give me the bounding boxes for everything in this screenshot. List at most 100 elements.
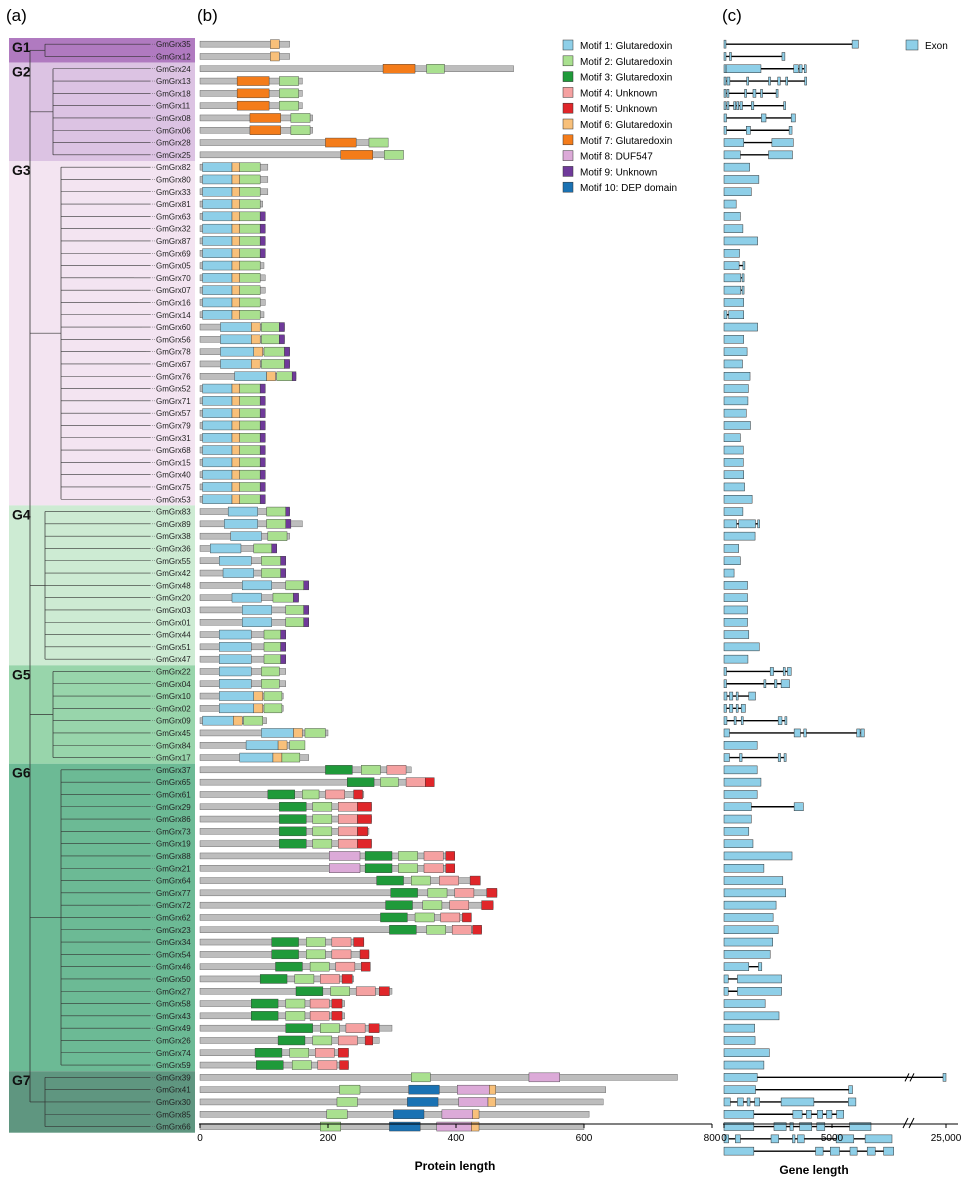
exon: [835, 1134, 855, 1144]
motif-m6: [250, 359, 261, 369]
motif-m2: [304, 728, 326, 738]
gene-label: GmGrx79: [156, 421, 191, 430]
exon: [723, 1023, 755, 1033]
motif-m6: [231, 310, 240, 320]
motif-m2: [320, 1023, 340, 1033]
gene-label: GmGrx51: [156, 643, 191, 652]
motif-m5: [469, 875, 481, 886]
motif-m9: [280, 629, 286, 640]
motif-m6: [231, 383, 240, 394]
gene-label: GmGrx58: [156, 1000, 191, 1009]
panel-label-a: (a): [6, 6, 27, 25]
exon: [851, 39, 859, 49]
exon: [723, 384, 749, 393]
motif-m1: [218, 556, 252, 566]
motif-m1: [220, 334, 252, 345]
motif-m6: [471, 1121, 480, 1132]
exon: [723, 888, 786, 898]
motif-m7: [382, 64, 416, 74]
motif-m2: [279, 76, 299, 86]
exon: [746, 126, 751, 135]
motif-m4: [317, 1060, 338, 1070]
motif-m2: [239, 408, 261, 418]
exon: [748, 691, 756, 701]
motif-m2: [261, 359, 285, 369]
exon: [723, 1085, 756, 1094]
motif-m2: [239, 310, 261, 320]
motif-m8: [458, 1097, 489, 1107]
motif-m2: [384, 150, 404, 160]
motif-m4: [335, 961, 356, 972]
motif-m6: [277, 740, 288, 750]
motif-m2: [261, 322, 280, 332]
motif-m5: [486, 888, 498, 898]
motif-m5: [425, 777, 435, 787]
motif-m2: [261, 556, 281, 566]
exon: [723, 507, 744, 516]
motif-m6: [231, 260, 240, 271]
exon: [723, 630, 750, 639]
gene-label: GmGrx59: [156, 1061, 191, 1070]
motif-m2: [336, 1097, 358, 1107]
group-label: G1: [12, 39, 31, 55]
motif-m9: [259, 408, 266, 418]
motif-m2: [414, 912, 435, 923]
motif-m5: [462, 912, 472, 923]
exon: [723, 950, 771, 959]
motif-m6: [231, 408, 240, 418]
motif-m1: [202, 469, 233, 480]
motif-m8: [457, 1084, 490, 1095]
motif-m2: [291, 1060, 312, 1070]
exon: [742, 261, 746, 270]
exon: [760, 89, 763, 98]
legend-label: Motif 7: Glutaredoxin: [580, 136, 672, 147]
motif-m2: [312, 838, 333, 849]
exon: [763, 679, 767, 688]
gene-label: GmGrx70: [156, 274, 191, 283]
exon: [737, 1097, 744, 1107]
motif-m5: [445, 851, 455, 861]
motif-m2: [266, 519, 286, 529]
exon: [782, 667, 786, 676]
motif-m3: [271, 949, 299, 960]
exon: [740, 704, 746, 713]
motif-m4: [331, 937, 352, 947]
motif-m4: [405, 777, 426, 787]
motif-m2: [266, 506, 286, 517]
motif-m4: [309, 1011, 330, 1021]
gene-label: GmGrx78: [156, 348, 191, 357]
exon-legend-swatch: [905, 39, 919, 51]
gene-label: GmGrx73: [156, 827, 191, 836]
exon: [723, 716, 728, 725]
motif-m9: [285, 519, 292, 529]
motif-m6: [250, 334, 261, 345]
protein-length-label: Protein length: [415, 1159, 496, 1173]
gene-label: GmGrx75: [156, 483, 191, 492]
exon: [783, 753, 787, 762]
motif-m3: [279, 802, 307, 812]
gene-label: GmGrx10: [156, 692, 191, 701]
gene-label: GmGrx36: [156, 544, 191, 553]
motif-m2: [312, 802, 333, 812]
motif-m2: [239, 174, 261, 185]
gene-label: GmGrx16: [156, 298, 191, 307]
motif-m2: [361, 765, 381, 775]
exon: [769, 667, 774, 676]
motif-m1: [242, 617, 272, 627]
motif-m5: [445, 863, 455, 873]
motif-m3: [390, 888, 418, 898]
exon: [735, 1134, 741, 1144]
exon: [797, 1134, 805, 1144]
motif-m5: [368, 1023, 380, 1033]
motif-m1: [202, 383, 233, 394]
exon: [723, 421, 751, 430]
group-label: G6: [12, 765, 31, 781]
motif-m1: [239, 752, 274, 763]
gene-label: GmGrx14: [156, 311, 191, 320]
axis-b-tick-label: 800: [704, 1133, 721, 1144]
motif-m2: [330, 986, 350, 996]
motif-m6: [489, 1084, 496, 1095]
exon: [723, 728, 730, 738]
motif-m5: [341, 974, 353, 984]
motif-m5: [357, 826, 368, 837]
